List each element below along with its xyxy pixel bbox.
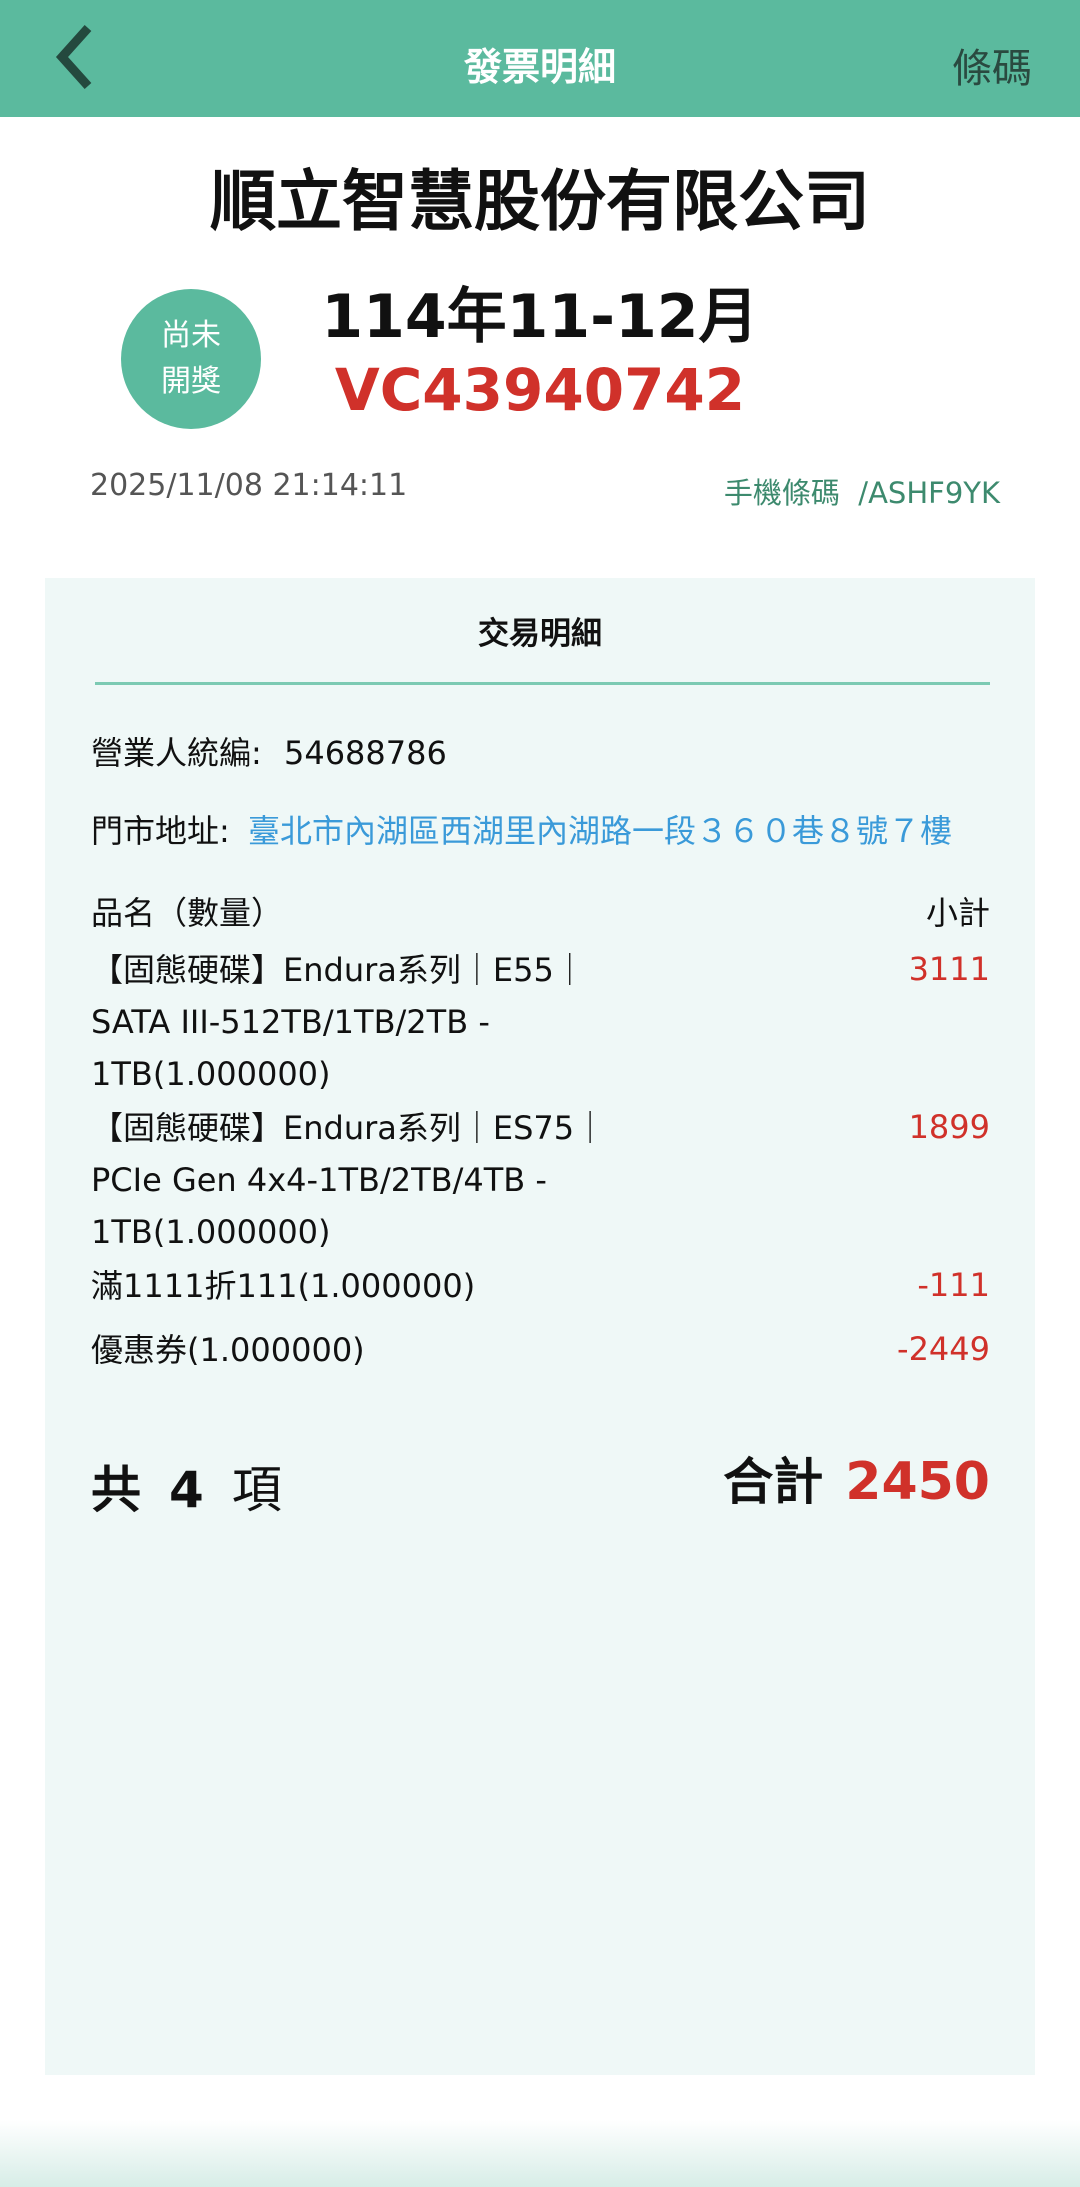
invoice-datetime: 2025/11/08 21:14:11	[90, 468, 408, 503]
invoice-period: 114年11-12月	[321, 282, 759, 352]
status-line-2: 開獎	[161, 364, 221, 399]
item-name: 【固態硬碟】Endura系列｜E55｜SATA III-512TB/1TB/2T…	[91, 951, 586, 1093]
app-header: 發票明細 條碼	[0, 0, 1080, 117]
item-name: 優惠券(1.000000)	[91, 1331, 365, 1369]
item-amount: 3111	[908, 950, 990, 988]
tax-id: 54688786	[283, 734, 447, 772]
total: 合計 2450	[723, 1442, 990, 1514]
transaction-detail-card: 交易明細 營業人統編: 54688786 門市地址: 臺北市內湖區西湖里內湖路一…	[45, 578, 1035, 2075]
column-subtotal-header: 小計	[925, 894, 990, 932]
card-title: 交易明細	[478, 616, 602, 652]
item-amount: -111	[917, 1266, 990, 1304]
address-link[interactable]: 臺北市內湖區西湖里內湖路一段３６０巷８號７樓	[247, 812, 952, 850]
bottom-fade	[0, 2120, 1080, 2187]
back-button[interactable]	[52, 22, 112, 92]
invoice-number: VC43940742	[334, 356, 746, 424]
status-line-1: 尚未	[161, 318, 221, 353]
total-amount: 2450	[845, 1452, 990, 1512]
divider	[95, 682, 990, 685]
count-suffix: 項	[231, 1461, 282, 1519]
count-value: 4	[169, 1461, 204, 1519]
tax-id-label: 營業人統編:	[91, 734, 262, 772]
address-row: 門市地址: 臺北市內湖區西湖里內湖路一段３６０巷８號７樓	[91, 806, 952, 852]
barcode-button[interactable]: 條碼	[952, 46, 1032, 92]
item-amount: -2449	[897, 1330, 990, 1368]
item-name: 【固態硬碟】Endura系列｜ES75｜PCIe Gen 4x4-1TB/2TB…	[91, 1109, 607, 1251]
item-name: 滿1111折111(1.000000)	[91, 1267, 476, 1305]
status-badge: 尚未 開獎	[121, 289, 261, 429]
total-label: 合計	[723, 1453, 824, 1511]
company-name: 順立智慧股份有限公司	[210, 163, 870, 240]
page-title: 發票明細	[463, 45, 616, 89]
count-prefix: 共	[91, 1461, 141, 1519]
chevron-left-icon	[55, 24, 92, 90]
address-label: 門市地址:	[91, 812, 230, 850]
carrier-code: 手機條碼 /ASHF9YK	[723, 476, 1000, 510]
column-name-header: 品名（數量）	[91, 894, 284, 932]
tax-id-row: 營業人統編: 54688786	[91, 728, 447, 774]
item-amount: 1899	[908, 1108, 990, 1146]
